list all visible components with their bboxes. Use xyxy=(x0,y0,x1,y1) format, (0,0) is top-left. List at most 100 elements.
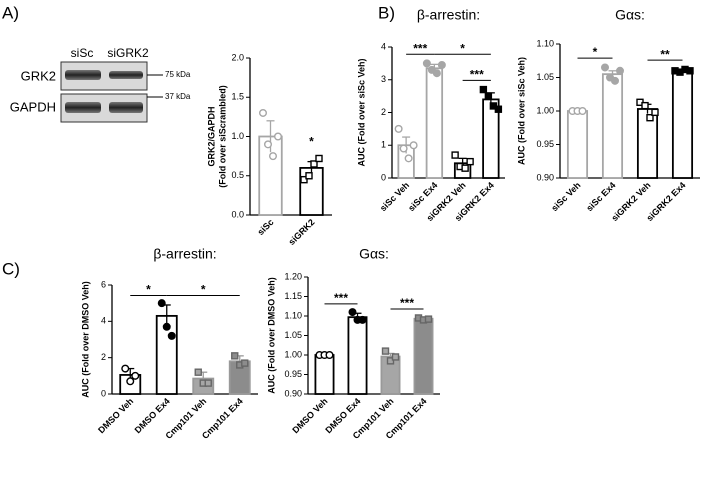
data-point xyxy=(394,124,403,133)
chart-title: β-arrestin: xyxy=(153,246,216,262)
y-tick-label: 0.5 xyxy=(231,170,244,180)
x-tick-label: siSc Veh xyxy=(549,180,582,213)
y-tick-label: 0.90 xyxy=(536,172,554,182)
data-point xyxy=(194,368,202,376)
y-tick-label: 0.0 xyxy=(231,209,244,219)
y-axis-label: AUC (Fold over DMSO Veh) xyxy=(80,281,90,398)
data-point xyxy=(305,172,313,180)
data-point xyxy=(651,108,659,117)
data-point xyxy=(264,140,273,149)
blot-band xyxy=(109,71,143,79)
bar-chart: Gαs: AUC (Fold over siSc Veh) 0.90 0.95 1.00… xyxy=(516,7,700,223)
data-point xyxy=(611,76,620,85)
data-point xyxy=(404,154,413,163)
y-tick-label: 2 xyxy=(381,107,386,117)
y-tick-label: 1.10 xyxy=(536,38,554,48)
bar xyxy=(566,110,589,179)
y-tick-label: 1.05 xyxy=(536,72,554,82)
data-point xyxy=(686,67,694,75)
data-point xyxy=(386,357,395,365)
data-point xyxy=(422,59,431,68)
y-axis-label: AUC (Fold over DMSO Veh) xyxy=(266,277,276,394)
y-tick-label: 1.05 xyxy=(284,330,302,340)
significance-label: * xyxy=(201,283,206,297)
data-point xyxy=(424,315,433,323)
bar xyxy=(413,317,434,395)
data-point xyxy=(204,379,212,387)
y-axis-label: AUC (Fold over siSc Veh) xyxy=(516,57,526,165)
blot-band xyxy=(109,102,143,113)
bar-chart: GRK2/GAPDH (Fold over siScrambled) 0.0 0.5 1… xyxy=(206,52,332,247)
data-point xyxy=(451,151,459,159)
data-point xyxy=(391,353,400,361)
lane-label: siGRK2 xyxy=(107,46,149,60)
data-point xyxy=(241,359,249,367)
data-point xyxy=(616,66,625,75)
data-point xyxy=(121,364,130,373)
data-point xyxy=(479,85,488,94)
significance-label: * xyxy=(593,45,598,59)
blot-band xyxy=(65,70,101,80)
significance-label: * xyxy=(309,135,314,149)
data-point xyxy=(300,175,308,184)
data-point xyxy=(484,92,493,100)
significance-label: ** xyxy=(660,47,670,61)
data-point xyxy=(269,152,278,161)
panel-label: C) xyxy=(2,259,20,278)
bar xyxy=(601,73,624,179)
data-point xyxy=(461,164,469,172)
y-tick-label: 0.90 xyxy=(284,388,302,398)
data-point xyxy=(601,63,610,72)
kda-label: 75 kDa xyxy=(165,70,191,79)
panel-label: A) xyxy=(2,3,19,22)
bar xyxy=(671,69,694,179)
x-tick-label: siSc Ex4 xyxy=(584,180,617,213)
y-tick-label: 1.10 xyxy=(284,310,302,320)
y-tick-label: 2.0 xyxy=(231,52,244,62)
chart-title: Gαs: xyxy=(359,246,389,262)
y-tick-label: 4 xyxy=(381,41,386,51)
western-blot: A) siSc siGRK2 GRK2 GAPDH 75 kDa 37 kDa xyxy=(2,3,191,123)
x-tick-label: DMSO Veh xyxy=(96,396,135,435)
y-tick-label: 1.00 xyxy=(536,105,554,115)
significance-label: *** xyxy=(470,68,484,82)
y-tick-label: 6 xyxy=(101,279,106,289)
data-point xyxy=(167,331,176,340)
data-point xyxy=(578,106,587,115)
data-point xyxy=(231,352,239,360)
y-tick-label: 0.95 xyxy=(284,369,302,379)
y-tick-label: 1.20 xyxy=(284,271,302,281)
y-tick-label: 1 xyxy=(381,140,386,150)
y-tick-label: 1.00 xyxy=(284,349,302,359)
bar xyxy=(314,354,335,395)
y-tick-label: 0 xyxy=(381,172,386,182)
x-tick-label: siSc Veh xyxy=(378,180,411,213)
kda-label: 37 kDa xyxy=(165,92,191,101)
data-point xyxy=(157,299,166,308)
panel-label: B) xyxy=(378,3,395,22)
x-tick-label: siGRK2 xyxy=(287,217,317,247)
bar-chart: Gαs: AUC (Fold over DMSO Veh) 0.90 0.95 1.00… xyxy=(266,246,440,441)
significance-label: *** xyxy=(413,41,427,55)
y-axis-label: AUC (Fold over siSc Veh) xyxy=(356,58,366,166)
data-point xyxy=(494,105,503,113)
y-tick-label: 4 xyxy=(101,316,106,326)
y-tick-label: 1.5 xyxy=(231,92,244,102)
x-tick-label: DMSO Ex4 xyxy=(133,396,172,435)
data-point xyxy=(358,315,367,324)
data-point xyxy=(259,108,268,117)
y-tick-label: 0 xyxy=(101,388,106,398)
bar xyxy=(425,67,444,179)
data-point xyxy=(315,154,323,163)
data-point xyxy=(432,69,441,78)
data-point xyxy=(348,308,357,317)
data-point xyxy=(310,160,318,168)
significance-label: *** xyxy=(400,296,414,310)
significance-label: *** xyxy=(334,291,348,305)
blot-band xyxy=(65,102,101,113)
significance-label: * xyxy=(146,283,151,297)
chart-title: β-arrestin: xyxy=(417,7,480,23)
data-point xyxy=(466,157,474,166)
y-tick-label: 3 xyxy=(381,74,386,84)
